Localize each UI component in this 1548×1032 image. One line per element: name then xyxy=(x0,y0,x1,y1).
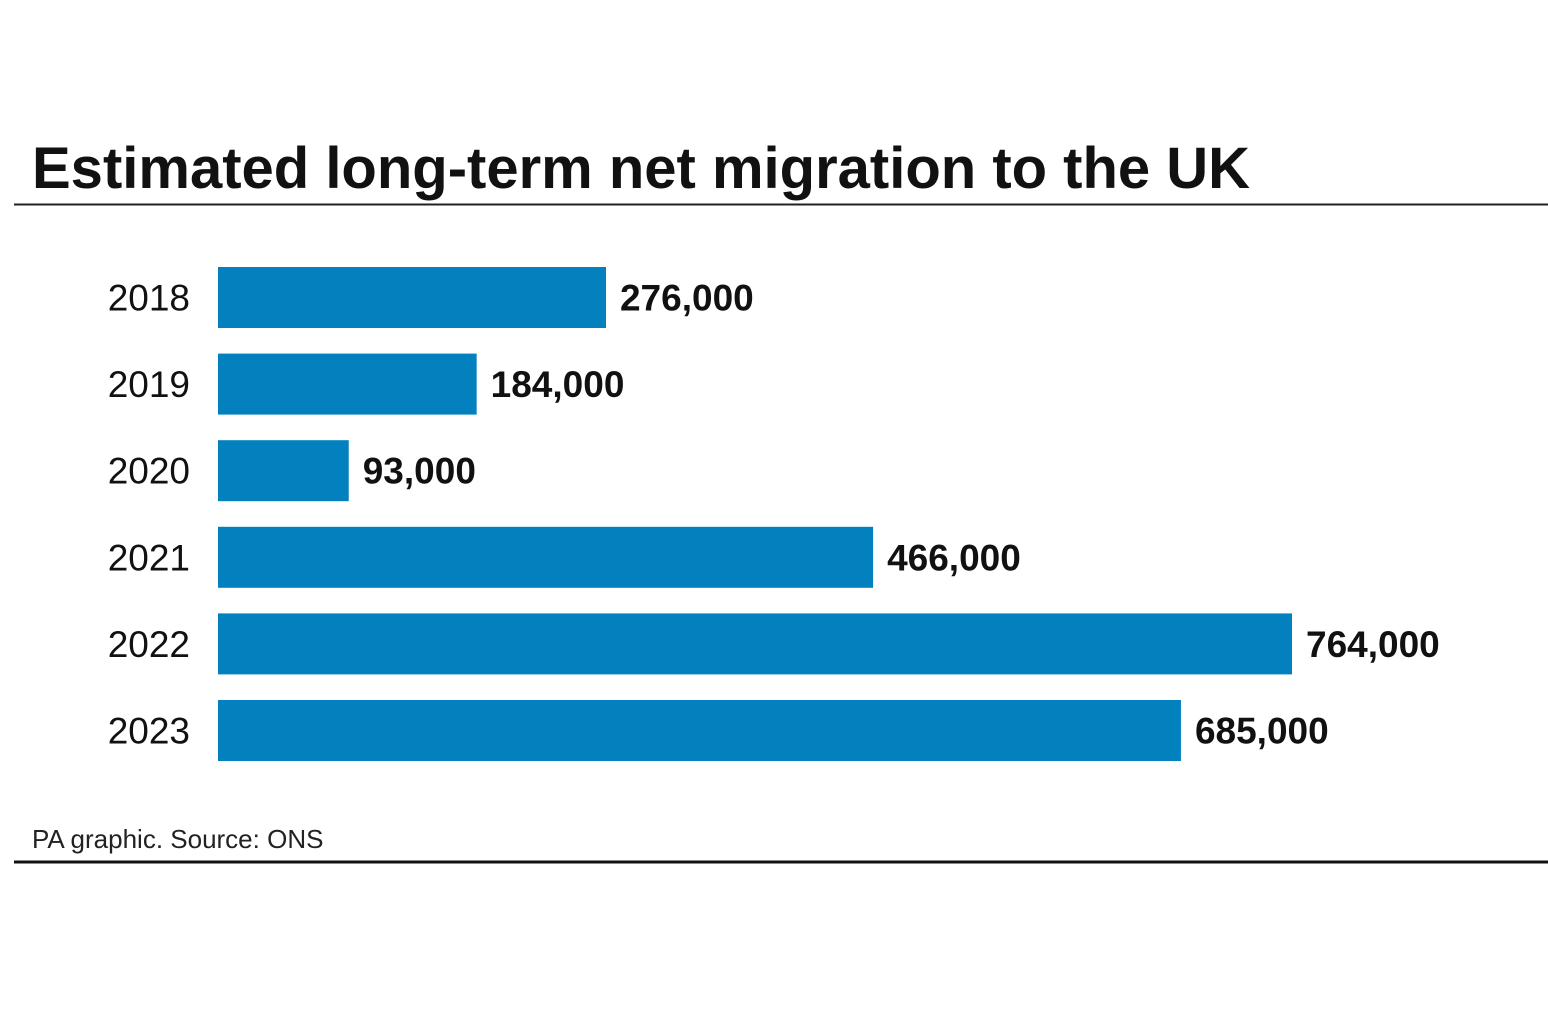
bar-2021 xyxy=(218,526,874,588)
data-label: 93,000 xyxy=(363,451,476,492)
category-label: 2018 xyxy=(108,278,190,319)
bar-2020 xyxy=(218,440,349,502)
data-label: 184,000 xyxy=(491,364,625,405)
category-label: 2019 xyxy=(108,364,190,405)
bar-2019 xyxy=(218,353,477,415)
category-label: 2022 xyxy=(108,624,190,665)
data-label: 466,000 xyxy=(887,537,1021,578)
category-label: 2021 xyxy=(108,537,190,578)
bar-2023 xyxy=(218,700,1181,761)
data-label: 764,000 xyxy=(1306,624,1440,665)
category-label: 2020 xyxy=(108,451,190,492)
bar-2022 xyxy=(218,613,1292,675)
data-label: 685,000 xyxy=(1195,711,1329,752)
category-label: 2023 xyxy=(108,711,190,752)
data-label: 276,000 xyxy=(620,278,754,319)
chart-title: Estimated long-term net migration to the… xyxy=(32,136,1250,201)
source-note: PA graphic. Source: ONS xyxy=(32,824,323,854)
bar-2018 xyxy=(218,267,606,328)
